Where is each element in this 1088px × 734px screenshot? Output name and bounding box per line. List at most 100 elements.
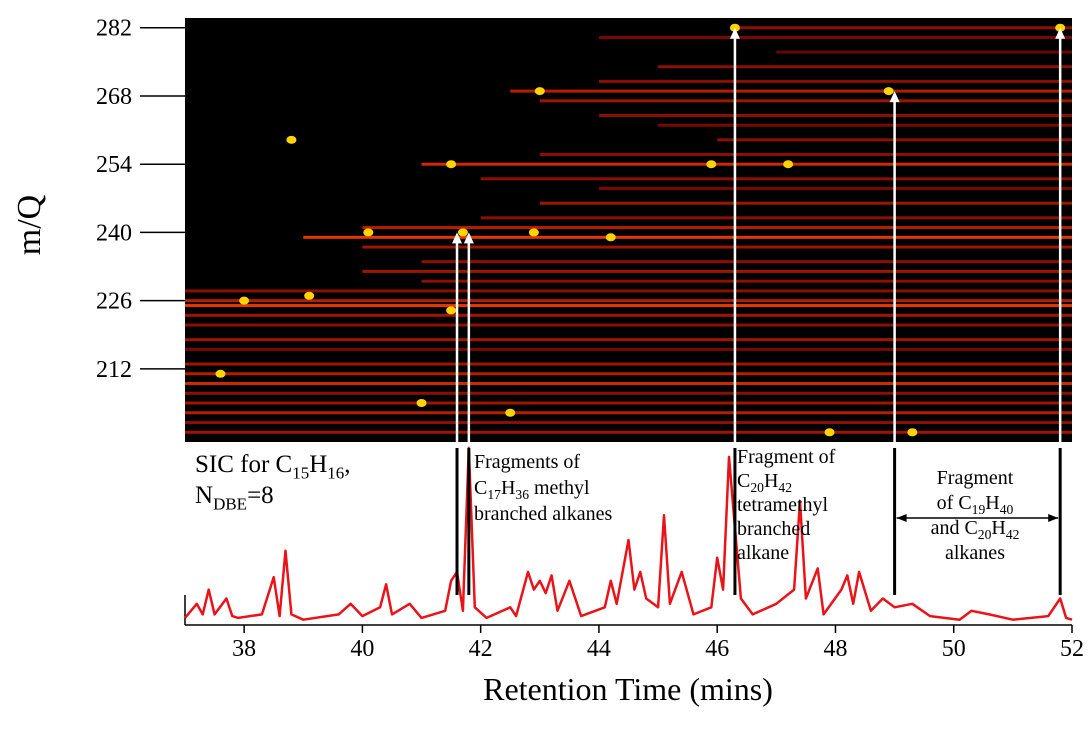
x-tick-label: 44 [587, 636, 611, 662]
subscript: 20 [978, 527, 992, 542]
heatmap-spot [304, 291, 315, 300]
annotation-text: of C [937, 492, 972, 514]
annotation-text: =8 [247, 482, 274, 509]
annotation-line: Fragments of [474, 451, 580, 473]
annotation-line: of C19H40 [937, 492, 1014, 517]
annotation-text: N [195, 482, 213, 509]
heatmap-spot [239, 296, 250, 305]
heatmap-spot [416, 399, 427, 408]
heatmap-spot [883, 87, 894, 96]
heatmap-streak [421, 260, 1072, 264]
annotation-line: alkane [737, 542, 789, 564]
heatmap-streak [185, 411, 1072, 415]
annotation-text: alkanes [945, 542, 1005, 564]
heatmap-spot [446, 306, 457, 315]
heatmap-streak [185, 304, 1072, 308]
heatmap-spot [528, 228, 539, 237]
subscript: 36 [515, 487, 529, 502]
heatmap-streak [480, 177, 1073, 181]
arrow-head [1055, 27, 1066, 39]
x-tick-label: 38 [232, 636, 256, 662]
annotation-text: branched [737, 518, 810, 540]
subscript: 40 [1000, 502, 1014, 517]
subscript: 42 [778, 480, 792, 495]
annotation-line: C17H36 methyl [474, 477, 590, 502]
heatmap-streak [185, 289, 1072, 293]
arrow-head [729, 27, 740, 39]
heatmap-streak [421, 279, 1072, 283]
y-axis-title: m/Q [11, 195, 48, 255]
heatmap-streak [185, 391, 1072, 395]
heatmap-streak [185, 347, 1072, 351]
heatmap-spot [286, 135, 297, 144]
heatmap-spot [363, 228, 374, 237]
annotation-line: SIC for C15H16, [195, 451, 351, 482]
annotation-text: C [474, 477, 487, 499]
heatmap-spot [534, 87, 545, 96]
heatmap-streak [598, 113, 1072, 117]
heatmap-streak [598, 79, 1072, 83]
annotation-text: H [985, 492, 999, 514]
annotation-text: H [501, 477, 515, 499]
annotation-line: Fragment of [737, 446, 836, 468]
heatmap-spot [457, 228, 468, 237]
annotation-text: Fragment [937, 467, 1014, 489]
heatmap-streak [185, 382, 1072, 386]
x-tick-label: 40 [350, 636, 374, 662]
heatmap-streak [185, 362, 1072, 366]
annotation-line: alkanes [945, 542, 1005, 564]
annotation-text: H [309, 451, 327, 478]
y-tick-label: 212 [96, 357, 132, 383]
annotation-line: branched [737, 518, 810, 540]
annotation-line: NDBE=8 [195, 482, 274, 513]
heatmap-spot [783, 160, 794, 169]
x-axis-title: Retention Time (mins) [483, 671, 773, 707]
subscript: 17 [487, 487, 501, 502]
heatmap-streak [539, 152, 1072, 156]
subscript: 15 [292, 463, 309, 482]
heatmap-background [185, 18, 1072, 442]
y-tick-label: 226 [96, 289, 132, 315]
subscript: 42 [1006, 527, 1020, 542]
x-tick-label: 48 [823, 636, 847, 662]
heatmap-spot [706, 160, 717, 169]
subscript: 20 [750, 480, 764, 495]
heatmap-streak [185, 338, 1072, 342]
subscript: DBE [213, 494, 247, 513]
annotation-text: branched alkanes [474, 503, 612, 525]
heatmap-streak [185, 299, 1072, 303]
arrow-head [452, 232, 463, 244]
heatmap-spot [907, 428, 918, 437]
heatmap-streak [185, 323, 1072, 327]
heatmap-streak [776, 50, 1072, 54]
arrow-head [463, 232, 474, 244]
heatmap-spot [729, 23, 740, 32]
annotation-line: C20H42 [737, 470, 792, 495]
annotation-text: Fragment of [737, 446, 836, 468]
sic-line [184, 446, 1073, 621]
heatmap-streak [185, 313, 1072, 317]
heatmap-streak [480, 216, 1073, 220]
annotation-text: SIC for C [195, 451, 292, 478]
x-tick-label: 42 [469, 636, 493, 662]
subscript: 16 [327, 463, 344, 482]
annotation-line: tetramethyl [737, 494, 829, 516]
heatmap-spot [605, 233, 616, 242]
heatmap-streak [658, 65, 1072, 69]
heatmap-streak [362, 269, 1072, 273]
heatmap-streak [598, 35, 1072, 39]
annotation-line: branched alkanes [474, 503, 612, 525]
heatmap-streak [734, 26, 1072, 30]
y-tick-label: 254 [96, 152, 132, 178]
annotation-text: , [344, 451, 350, 478]
annotation-text: H [991, 517, 1005, 539]
x-tick-label: 52 [1060, 636, 1084, 662]
heatmap-streak [185, 401, 1072, 405]
heatmap-streak [510, 89, 1072, 93]
annotation-text: alkane [737, 542, 789, 564]
annotation-text: tetramethyl [737, 494, 829, 516]
y-tick-label: 268 [96, 84, 132, 110]
heatmap-streak [539, 201, 1072, 205]
heatmap-streak [362, 245, 1072, 249]
heatmap-spot [215, 369, 226, 378]
